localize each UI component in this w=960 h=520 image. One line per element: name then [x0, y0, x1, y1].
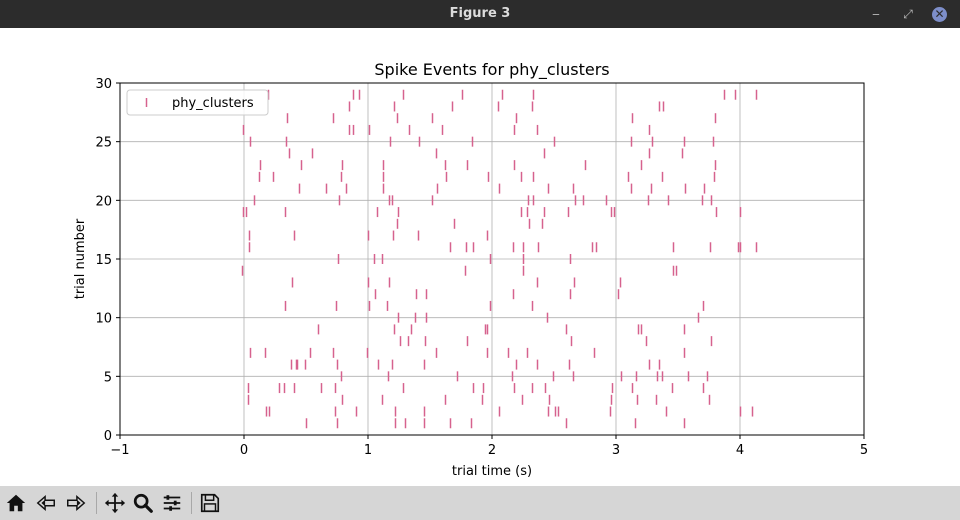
x-tick-label: −1 [110, 443, 129, 458]
save-icon[interactable] [198, 491, 222, 515]
x-tick-label: 1 [364, 443, 372, 458]
chart-title: Spike Events for phy_clusters [374, 60, 609, 80]
zoom-icon[interactable] [131, 491, 155, 515]
back-icon[interactable] [34, 491, 58, 515]
x-tick-label: 2 [488, 443, 496, 458]
toolbar-divider [191, 492, 192, 514]
minimize-icon[interactable]: ‒ [872, 7, 880, 21]
x-tick-label: 4 [736, 443, 744, 458]
y-tick-label: 20 [95, 194, 112, 209]
y-tick-label: 0 [104, 429, 112, 444]
pan-icon[interactable] [103, 491, 127, 515]
x-axis-label: trial time (s) [452, 464, 532, 479]
y-axis-label: trial number [73, 218, 88, 299]
legend-box [126, 89, 269, 116]
y-tick-label: 15 [95, 253, 112, 268]
y-tick-label: 5 [104, 370, 112, 385]
restore-icon[interactable]: ⤢ [903, 7, 913, 21]
toolbar-divider [96, 492, 97, 514]
window-title: Figure 3 [449, 6, 511, 21]
legend-label: phy_clusters [172, 96, 254, 111]
x-tick-label: 0 [240, 443, 248, 458]
forward-icon[interactable] [64, 491, 88, 515]
configure-subplots-icon[interactable] [160, 491, 184, 515]
x-tick-label: 3 [612, 443, 620, 458]
home-icon[interactable] [4, 491, 28, 515]
y-tick-label: 25 [95, 136, 112, 151]
window-titlebar: Figure 3 ‒ ⤢ ✕ [0, 0, 960, 28]
navigation-toolbar [0, 486, 960, 520]
y-tick-label: 10 [95, 312, 112, 327]
y-tick-label: 30 [95, 77, 112, 92]
figure-canvas[interactable]: −1 0 1 2 3 4 5 0 5 10 15 20 25 30 Spike Events for phy… [0, 28, 960, 486]
close-icon[interactable]: ✕ [932, 7, 947, 22]
x-tick-label: 5 [860, 443, 868, 458]
